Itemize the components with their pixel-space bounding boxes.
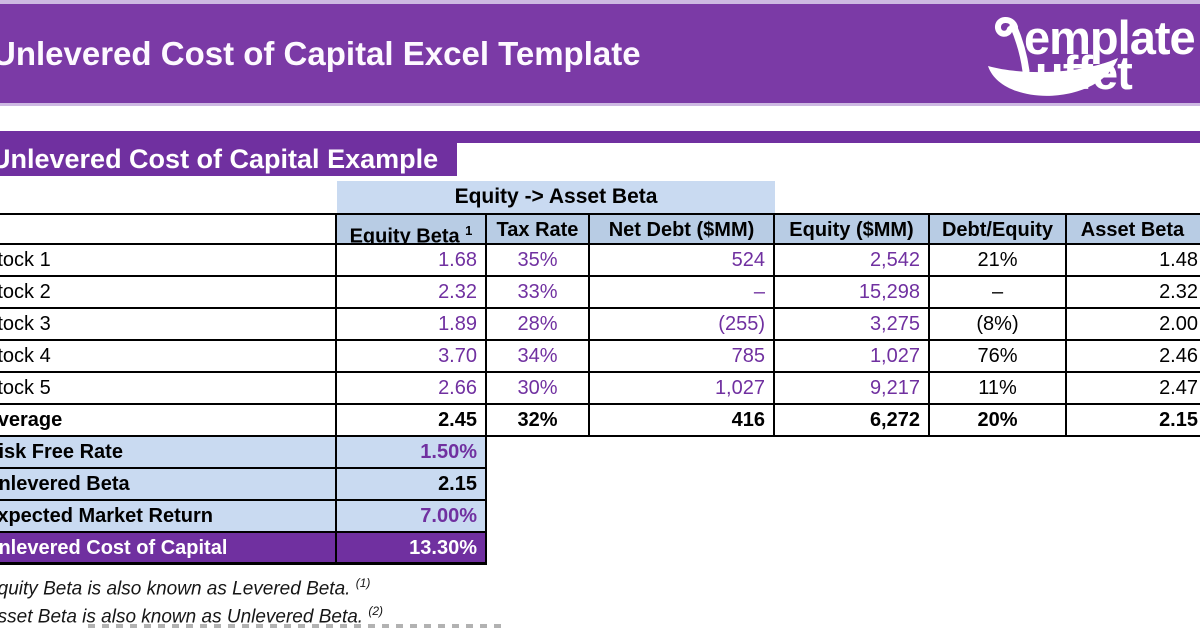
equity-beta-cell[interactable]: 2.32 <box>337 277 487 309</box>
cutoff-row-remnant <box>88 624 503 628</box>
tax-rate-cell[interactable]: 35% <box>487 245 590 277</box>
unlevered-cost-of-capital-cell: 13.30% <box>337 533 487 565</box>
equity-beta-cell[interactable]: 1.89 <box>337 309 487 341</box>
spacer-cell <box>0 181 337 213</box>
table-row-stock-2: Stock 2 2.32 33% – 15,298 – 2.32 <box>0 277 1200 309</box>
column-header-row: Equity Beta 1 Tax Rate Net Debt ($MM) Eq… <box>0 213 1200 245</box>
footnote-1-text: Equity Beta is also known as Levered Bet… <box>0 578 351 600</box>
equity-beta-cell[interactable]: 3.70 <box>337 341 487 373</box>
col-header-tax-rate: Tax Rate <box>487 213 590 245</box>
table-row-stock-3: Stock 3 1.89 28% (255) 3,275 (8%) 2.00 <box>0 309 1200 341</box>
summary-label: Risk Free Rate <box>0 437 337 469</box>
expected-market-return-cell[interactable]: 7.00% <box>337 501 487 533</box>
net-debt-cell[interactable]: – <box>590 277 775 309</box>
row-label: Stock 5 <box>0 373 337 405</box>
section-title: Unlevered Cost of Capital Example <box>0 144 439 174</box>
asset-beta-cell: 2.46 <box>1067 341 1200 373</box>
group-header-row: Equity -> Asset Beta <box>0 181 1200 213</box>
asset-beta-cell: 2.32 <box>1067 277 1200 309</box>
equity-cell[interactable]: 9,217 <box>775 373 930 405</box>
tax-rate-cell[interactable]: 33% <box>487 277 590 309</box>
equity-cell[interactable]: 3,275 <box>775 309 930 341</box>
net-debt-cell[interactable]: 785 <box>590 341 775 373</box>
spreadsheet: Equity -> Asset Beta Equity Beta 1 Tax R… <box>0 181 1200 565</box>
section-header: Unlevered Cost of Capital Example <box>0 143 457 176</box>
net-debt-cell[interactable]: 1,027 <box>590 373 775 405</box>
equity-beta-footnote-marker: 1 <box>465 223 473 238</box>
col-header-equity-beta-label: Equity Beta <box>349 225 460 245</box>
row-label: Stock 1 <box>0 245 337 277</box>
unlevered-beta-cell: 2.15 <box>337 469 487 501</box>
equity-beta-cell[interactable]: 1.68 <box>337 245 487 277</box>
col-header-equity-beta: Equity Beta 1 <box>337 213 487 245</box>
debt-equity-cell: (8%) <box>930 309 1067 341</box>
section-top-strip <box>0 131 1200 143</box>
footnote-1-marker: (1) <box>355 576 371 590</box>
row-label: Stock 2 <box>0 277 337 309</box>
templatebuffet-logo: emplate uffet <box>982 11 1200 102</box>
corner-cell <box>0 213 337 245</box>
row-label: Stock 3 <box>0 309 337 341</box>
net-debt-cell[interactable]: (255) <box>590 309 775 341</box>
asset-beta-cell: 2.15 <box>1067 405 1200 437</box>
col-header-asset-beta: Asset Beta <box>1067 213 1200 245</box>
row-label: Average <box>0 405 337 437</box>
net-debt-cell: 416 <box>590 405 775 437</box>
top-lavender-strip <box>0 0 1200 4</box>
debt-equity-cell: 21% <box>930 245 1067 277</box>
risk-free-rate-cell[interactable]: 1.50% <box>337 437 487 469</box>
debt-equity-cell: 20% <box>930 405 1067 437</box>
debt-equity-cell: 11% <box>930 373 1067 405</box>
tax-rate-cell[interactable]: 30% <box>487 373 590 405</box>
summary-label: Unlevered Beta <box>0 469 337 501</box>
asset-beta-cell: 2.47 <box>1067 373 1200 405</box>
col-header-net-debt: Net Debt ($MM) <box>590 213 775 245</box>
footnote-1: Equity Beta is also known as Levered Bet… <box>0 576 370 600</box>
group-header-cell: Equity -> Asset Beta <box>337 181 775 213</box>
tax-rate-cell: 32% <box>487 405 590 437</box>
equity-cell[interactable]: 2,542 <box>775 245 930 277</box>
col-header-debt-equity: Debt/Equity <box>930 213 1067 245</box>
footnote-2-marker: (2) <box>368 604 384 618</box>
row-label: Stock 4 <box>0 341 337 373</box>
equity-cell[interactable]: 15,298 <box>775 277 930 309</box>
equity-cell[interactable]: 1,027 <box>775 341 930 373</box>
banner: Unlevered Cost of Capital Excel Template… <box>0 4 1200 103</box>
net-debt-cell[interactable]: 524 <box>590 245 775 277</box>
ladle-icon <box>988 17 1118 96</box>
summary-label: Expected Market Return <box>0 501 337 533</box>
debt-equity-cell: 76% <box>930 341 1067 373</box>
summary-row-expected-market-return: Expected Market Return 7.00% <box>0 501 1200 533</box>
asset-beta-cell: 2.00 <box>1067 309 1200 341</box>
summary-row-unlevered-beta: Unlevered Beta 2.15 <box>0 469 1200 501</box>
table-row-average: Average 2.45 32% 416 6,272 20% 2.15 <box>0 405 1200 437</box>
table-row-stock-1: Stock 1 1.68 35% 524 2,542 21% 1.48 <box>0 245 1200 277</box>
logo-text-line2: uffet <box>1035 46 1133 99</box>
tax-rate-cell[interactable]: 34% <box>487 341 590 373</box>
debt-equity-cell: – <box>930 277 1067 309</box>
page-title: Unlevered Cost of Capital Excel Template <box>0 35 641 72</box>
equity-beta-cell: 2.45 <box>337 405 487 437</box>
equity-beta-cell[interactable]: 2.66 <box>337 373 487 405</box>
footnote-2: Asset Beta is also known as Unlevered Be… <box>0 604 383 628</box>
banner-bottom-strip <box>0 103 1200 106</box>
asset-beta-cell: 1.48 <box>1067 245 1200 277</box>
equity-cell: 6,272 <box>775 405 930 437</box>
footnote-2-text: Asset Beta is also known as Unlevered Be… <box>0 606 364 628</box>
summary-row-unlevered-cost-of-capital: Unlevered Cost of Capital 13.30% <box>0 533 1200 565</box>
tax-rate-cell[interactable]: 28% <box>487 309 590 341</box>
summary-row-risk-free-rate: Risk Free Rate 1.50% <box>0 437 1200 469</box>
table-row-stock-5: Stock 5 2.66 30% 1,027 9,217 11% 2.47 <box>0 373 1200 405</box>
summary-label: Unlevered Cost of Capital <box>0 533 337 565</box>
col-header-equity: Equity ($MM) <box>775 213 930 245</box>
table-row-stock-4: Stock 4 3.70 34% 785 1,027 76% 2.46 <box>0 341 1200 373</box>
logo-text-line1: emplate <box>1024 11 1196 64</box>
